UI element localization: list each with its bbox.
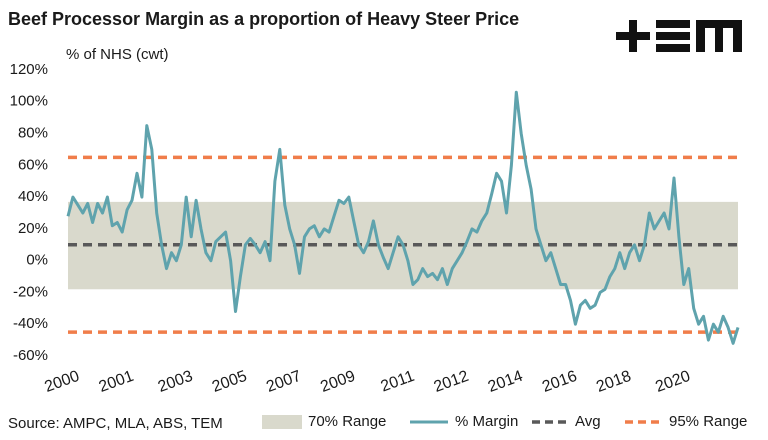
x-tick-label: 2014 (486, 368, 525, 396)
legend-swatch (262, 415, 302, 429)
y-tick-label: 100% (10, 93, 48, 110)
x-tick-label: 2020 (653, 368, 692, 396)
x-tick-label: 2018 (594, 368, 633, 396)
x-tick-label: 2016 (540, 368, 579, 396)
x-tick-label: 2009 (318, 368, 357, 396)
y-tick-label: 20% (18, 220, 48, 237)
x-tick-label: 2005 (210, 368, 249, 396)
x-tick-label: 2003 (156, 368, 195, 396)
legend-label: 70% Range (308, 413, 386, 430)
y-tick-label: 80% (18, 125, 48, 142)
x-tick-label: 2007 (264, 368, 303, 396)
y-tick-label: -60% (13, 347, 48, 364)
y-tick-label: -40% (13, 315, 48, 332)
logo (616, 20, 742, 52)
x-tick-label: 2001 (97, 368, 136, 396)
data-line (66, 90, 740, 345)
y-tick-label: -20% (13, 283, 48, 300)
legend-label: % Margin (455, 413, 518, 430)
y-axis-label: % of NHS (cwt) (66, 46, 169, 63)
y-tick-label: 120% (10, 61, 48, 78)
legend-label: Avg (575, 413, 601, 430)
y-tick-label: 0% (26, 252, 48, 269)
chart-title: Beef Processor Margin as a proportion of… (8, 9, 519, 29)
y-tick-label: 60% (18, 156, 48, 173)
x-tick-label: 2011 (379, 368, 417, 396)
source-note: Source: AMPC, MLA, ABS, TEM (8, 415, 223, 432)
y-tick-label: 40% (18, 188, 48, 205)
legend-label: 95% Range (669, 413, 747, 430)
x-tick-label: 2012 (432, 368, 471, 396)
x-tick-label: 2000 (42, 368, 81, 396)
